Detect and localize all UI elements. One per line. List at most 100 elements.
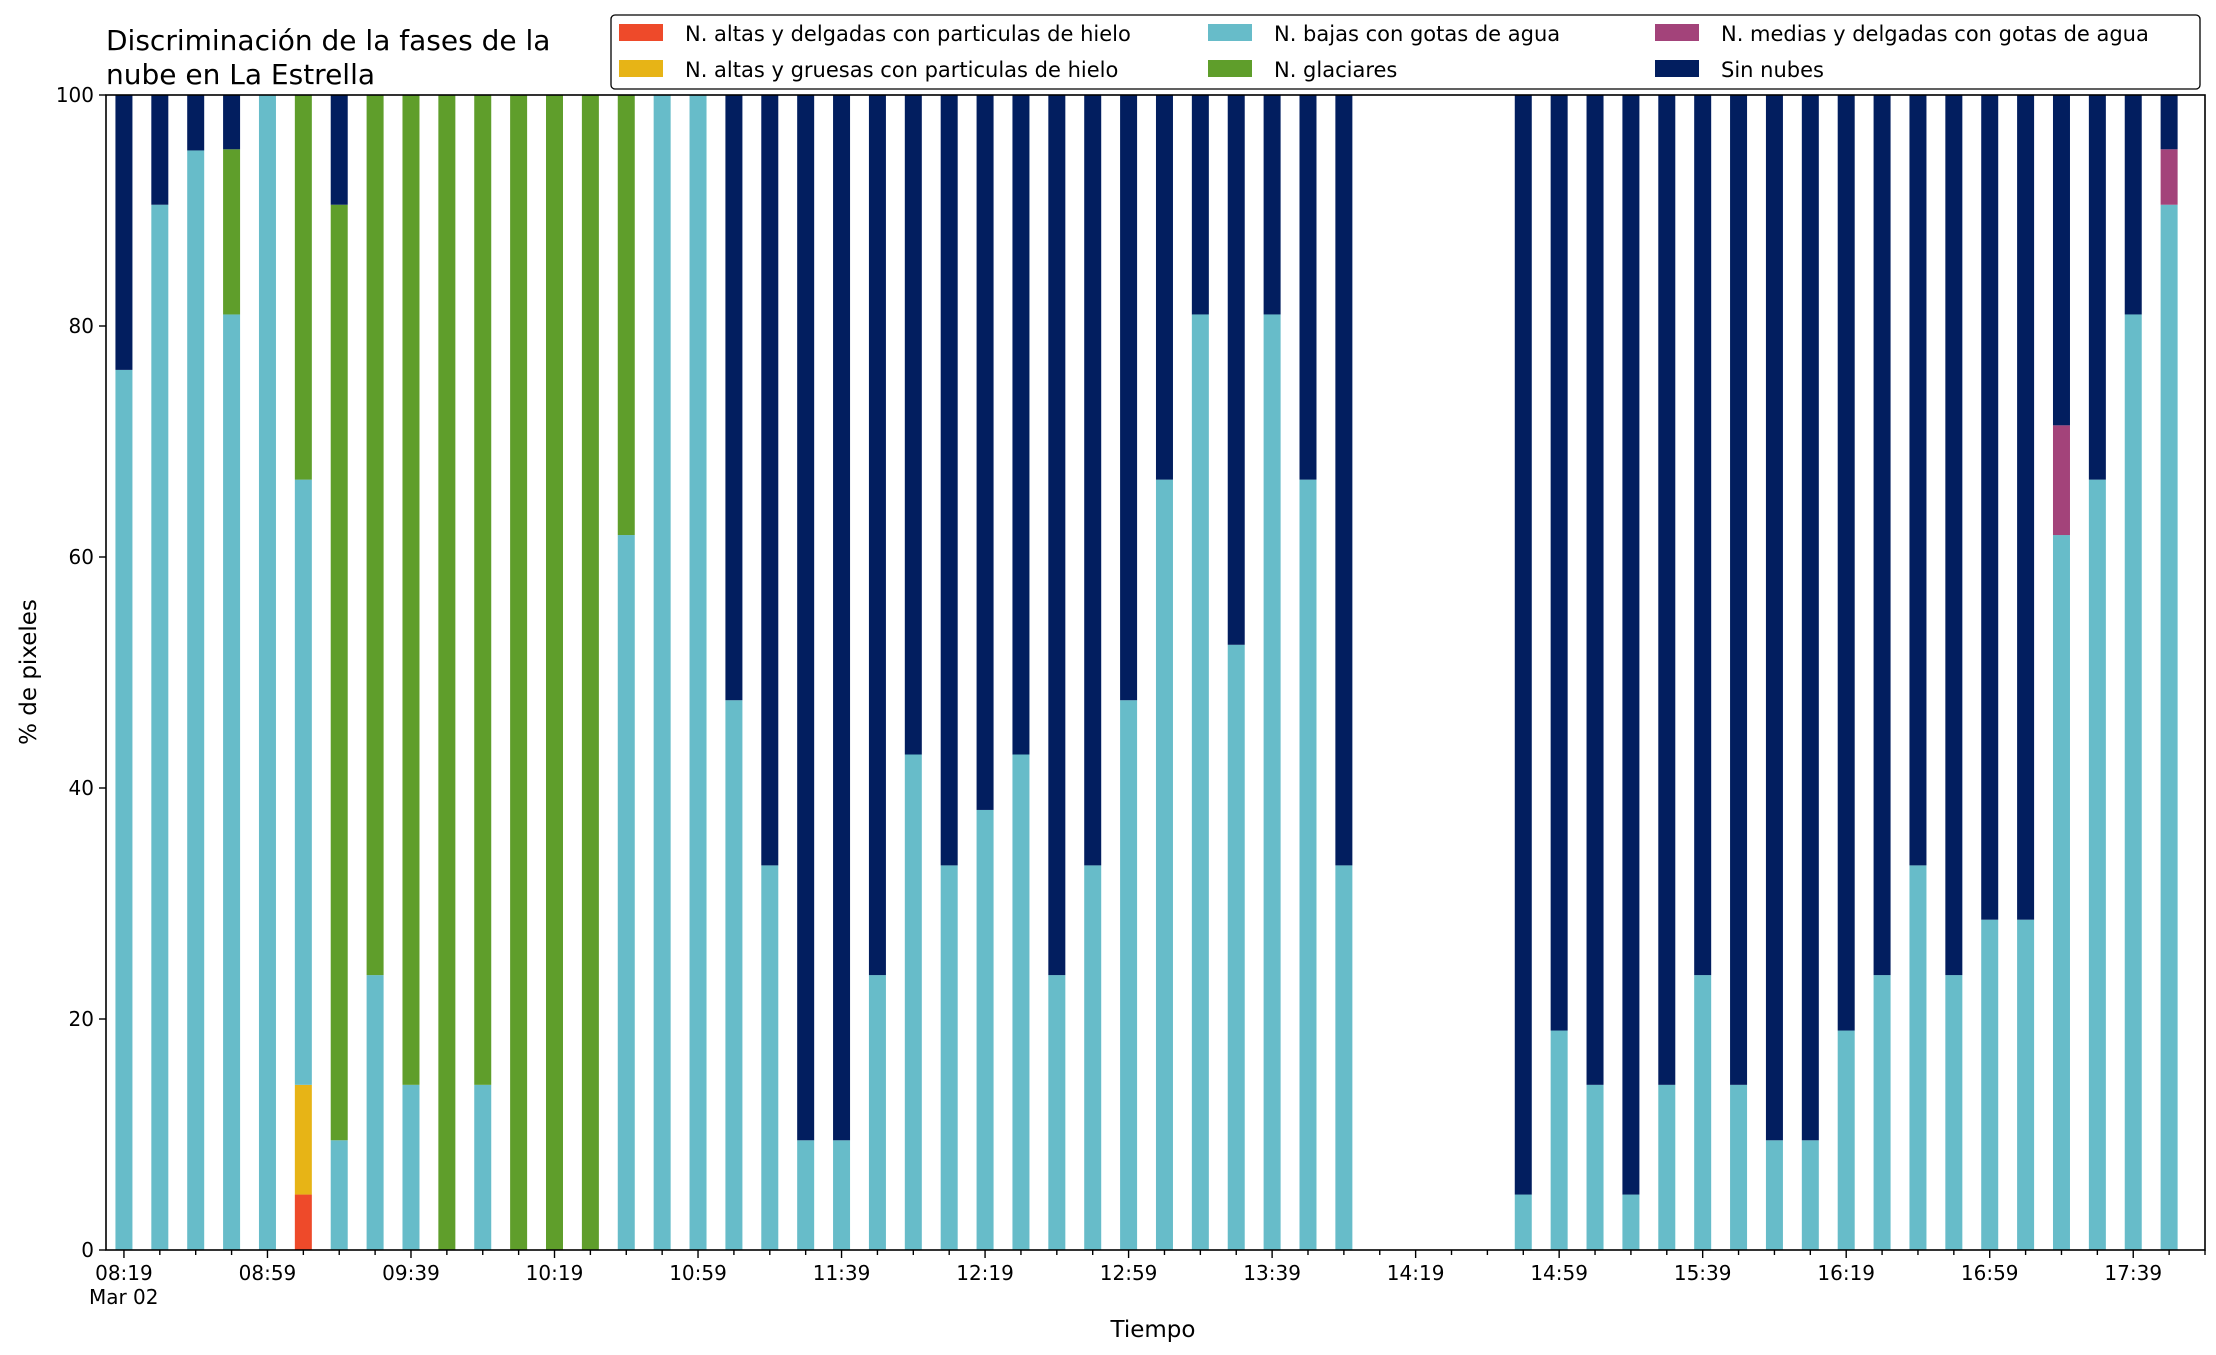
x-tick-label: 17:39: [2104, 1261, 2162, 1285]
bar-segment-bajas: [1299, 479, 1317, 1250]
bar-segment-sin_nubes: [1084, 95, 1102, 866]
bar-segment-bajas: [1909, 865, 1927, 1250]
bar-segment-bajas: [940, 865, 958, 1250]
bar-segment-bajas: [689, 95, 707, 1250]
x-tick-label: 10:19: [526, 1261, 584, 1285]
bar-segment-sin_nubes: [1945, 95, 1963, 976]
bar-segment-bajas: [2017, 919, 2035, 1250]
bar-segment-sin_nubes: [187, 95, 205, 151]
bar-segment-bajas: [2160, 204, 2178, 1251]
bar-segment-bajas: [1981, 919, 1999, 1250]
bar-segment-bajas: [1837, 1030, 1855, 1250]
bar-segment-sin_nubes: [2124, 95, 2142, 315]
bar-segment-sin_nubes: [1263, 95, 1281, 315]
bar-segment-bajas: [2088, 479, 2106, 1250]
bar-segment-sin_nubes: [2088, 95, 2106, 480]
bar-segment-sin_nubes: [1012, 95, 1030, 755]
legend: N. altas y delgadas con particulas de hi…: [610, 14, 2201, 90]
bar-segment-bajas: [1155, 479, 1173, 1250]
bars: [115, 95, 2178, 1251]
bar-segment-bajas: [653, 95, 671, 1250]
legend-label-sin_nubes: Sin nubes: [1721, 58, 1824, 82]
x-tick-label: 14:19: [1387, 1261, 1445, 1285]
x-axis-label: Tiempo: [1110, 1317, 1196, 1343]
plot-frame: [105, 94, 2206, 1251]
bar-segment-bajas: [1514, 1194, 1532, 1250]
bar-segment-sin_nubes: [1694, 95, 1712, 976]
legend-swatch-altas_gruesas: [619, 60, 663, 77]
bar-segment-sin_nubes: [1514, 95, 1532, 1195]
bar-segment-bajas: [294, 479, 312, 1085]
bar-segment-sin_nubes: [761, 95, 779, 866]
bar-segment-sin_nubes: [2160, 95, 2178, 150]
legend-swatch-medias: [1655, 24, 1699, 41]
bar-segment-bajas: [725, 700, 743, 1250]
bar-segment-bajas: [761, 865, 779, 1250]
y-axis: 0 20 40 60 80 100: [56, 83, 106, 1262]
bar-segment-sin_nubes: [1048, 95, 1066, 976]
x-tick-label: 08:19: [95, 1261, 153, 1285]
bar-segment-bajas: [1622, 1194, 1640, 1250]
chart-title-line-2: nube en La Estrella: [106, 58, 375, 91]
bar-segment-glaciares: [294, 95, 312, 480]
chart-title-line-1: Discriminación de la fases de la: [106, 24, 550, 57]
bar-segment-bajas: [1945, 975, 1963, 1250]
bar-segment-bajas: [1765, 1140, 1783, 1250]
bar-segment-sin_nubes: [1586, 95, 1604, 1085]
bar-segment-sin_nubes: [797, 95, 815, 1141]
bar-segment-bajas: [1586, 1084, 1604, 1250]
bar-segment-bajas: [151, 204, 169, 1251]
bar-segment-medias: [2052, 425, 2070, 536]
bar-segment-bajas: [258, 95, 276, 1250]
bar-segment-sin_nubes: [904, 95, 922, 755]
y-tick-label: 40: [69, 776, 94, 800]
x-tick-label: 12:19: [956, 1261, 1014, 1285]
bar-segment-bajas: [1084, 865, 1102, 1250]
legend-swatch-glaciares: [1208, 60, 1252, 77]
bar-segment-glaciares: [546, 95, 563, 1250]
bar-segment-bajas: [1263, 314, 1281, 1250]
bar-segment-bajas: [797, 1140, 815, 1250]
bar-segment-bajas: [976, 809, 994, 1250]
bar-segment-sin_nubes: [1837, 95, 1855, 1031]
legend-label-medias: N. medias y delgadas con gotas de agua: [1721, 22, 2149, 46]
y-axis-label: % de pixeles: [16, 599, 42, 745]
bar-segment-medias: [2160, 149, 2178, 205]
chart-title: Discriminación de la fases de la nube en…: [106, 24, 550, 91]
bar-segment-sin_nubes: [725, 95, 743, 701]
bar-segment-bajas: [904, 754, 922, 1250]
bar-segment-bajas: [1658, 1084, 1676, 1250]
bar-segment-sin_nubes: [115, 95, 133, 370]
y-tick-label: 0: [81, 1238, 94, 1262]
bar-segment-sin_nubes: [1191, 95, 1209, 315]
bar-segment-sin_nubes: [1299, 95, 1317, 480]
bar-segment-bajas: [617, 535, 635, 1250]
bar-segment-glaciares: [510, 95, 528, 1250]
bar-segment-glaciares: [223, 149, 241, 315]
bar-segment-sin_nubes: [940, 95, 958, 866]
bar-segment-bajas: [115, 369, 133, 1250]
bar-segment-sin_nubes: [1873, 95, 1891, 976]
x-tick-label: 16:59: [1961, 1261, 2019, 1285]
bar-segment-glaciares: [474, 95, 492, 1085]
bar-segment-bajas: [366, 975, 384, 1250]
bar-segment-bajas: [1048, 975, 1066, 1250]
bar-segment-sin_nubes: [1120, 95, 1138, 701]
bar-segment-glaciares: [617, 95, 635, 536]
x-tick-label: 10:59: [669, 1261, 727, 1285]
bar-segment-bajas: [868, 975, 886, 1250]
bar-segment-bajas: [1012, 754, 1030, 1250]
bar-segment-sin_nubes: [868, 95, 886, 976]
y-tick-label: 100: [56, 83, 94, 107]
bar-segment-sin_nubes: [151, 95, 169, 205]
x-date-label: Mar 02: [89, 1285, 159, 1309]
legend-box: [610, 14, 2201, 90]
bar-segment-altas_gruesas: [294, 1084, 312, 1195]
bar-segment-sin_nubes: [1550, 95, 1568, 1031]
legend-label-altas_delgadas: N. altas y delgadas con particulas de hi…: [685, 22, 1131, 46]
bar-segment-sin_nubes: [1155, 95, 1173, 480]
bar-segment-glaciares: [330, 204, 348, 1141]
bar-segment-bajas: [1120, 700, 1138, 1250]
